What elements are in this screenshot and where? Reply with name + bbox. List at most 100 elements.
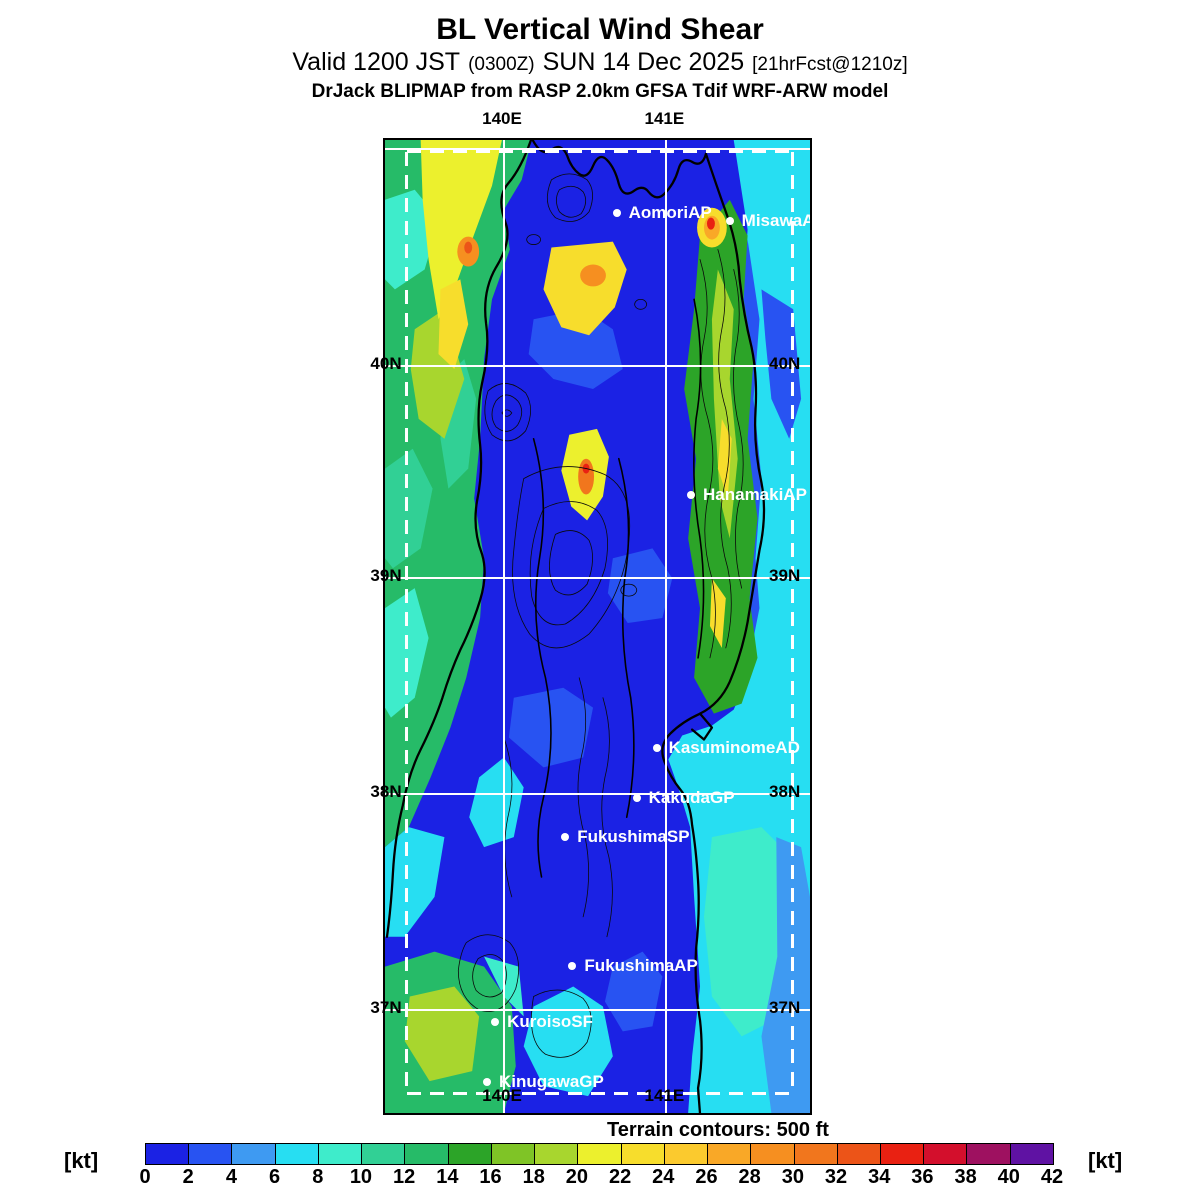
domain-boundary-edge: [406, 1091, 793, 1095]
colorbar-segment: [708, 1144, 752, 1164]
colorbar-tick-label: 18: [522, 1166, 545, 1188]
colorbar-tick-label: 22: [608, 1166, 632, 1188]
station-label: KakudaGP: [648, 788, 735, 808]
domain-boundary-edge: [790, 151, 794, 1094]
colorbar-tick-label: 4: [225, 1166, 237, 1188]
station-dot: [687, 490, 695, 499]
colorbar-tick-label: 20: [565, 1166, 589, 1188]
colorbar-segment: [232, 1144, 276, 1164]
colorbar-segment: [751, 1144, 795, 1164]
station-dot: [725, 216, 734, 225]
station-dot: [491, 1018, 500, 1027]
colorbar-segment: [405, 1144, 449, 1164]
colorbar-tick-label: 6: [269, 1166, 281, 1188]
colorbar: [145, 1143, 1054, 1165]
colorbar-tick-label: 42: [1040, 1166, 1064, 1188]
station-marker: FukushimaSP: [561, 827, 690, 847]
station-label: FukushimaSP: [577, 827, 690, 847]
latitude-label-right: 38N: [769, 782, 801, 802]
colorbar-tick-label: 14: [436, 1166, 459, 1188]
station-dot: [652, 744, 661, 753]
station-marker: KuroisoSF: [491, 1012, 593, 1032]
station-label: KuroisoSF: [507, 1012, 594, 1032]
longitude-gridline: [503, 140, 505, 1113]
latitude-label-right: 37N: [769, 998, 801, 1018]
terrain-contour-note: Terrain contours: 500 ft: [607, 1119, 829, 1141]
field-regions: [385, 140, 810, 1113]
valid-time-zulu: (0300Z): [468, 54, 535, 75]
colorbar-segment: [837, 1144, 881, 1164]
latitude-gridline: [385, 147, 810, 150]
colorbar-tick-label: 28: [738, 1166, 761, 1188]
latitude-label-right: 40N: [769, 354, 801, 374]
station-dot: [612, 208, 621, 217]
colorbar-tick-label: 2: [182, 1166, 194, 1188]
wind-shear-field: [385, 140, 810, 1113]
station-label: MisawaAD: [741, 210, 810, 230]
domain-boundary-edge: [406, 150, 793, 154]
unit-label-left: [kt]: [64, 1148, 99, 1173]
header: BL Vertical Wind Shear Valid 1200 JST (03…: [0, 13, 1200, 103]
map-frame: AomoriAP MisawaAD HanamakiAP KasuminomeAD Ka…: [383, 138, 812, 1115]
valid-time-line: Valid 1200 JST (0300Z) SUN 14 Dec 2025 [21h…: [0, 47, 1200, 80]
latitude-label-left: 38N: [370, 782, 402, 802]
station-marker: KasuminomeAD: [652, 738, 800, 758]
station-label: KasuminomeAD: [668, 738, 800, 758]
colorbar-segment: [448, 1144, 492, 1164]
latitude-gridline: [385, 793, 810, 796]
colorbar-tick-label: 16: [479, 1166, 502, 1188]
station-marker: AomoriAP: [612, 202, 712, 223]
colorbar-segment: [1010, 1144, 1053, 1164]
latitude-label-left: 40N: [370, 354, 402, 374]
model-line: DrJack BLIPMAP from RASP 2.0km GFSA Tdif…: [311, 81, 889, 102]
colorbar-segment: [275, 1144, 319, 1164]
latitude-label-right: 39N: [769, 566, 801, 586]
latitude-gridline: [385, 1009, 810, 1012]
longitude-label-top: 140E: [482, 109, 522, 128]
colorbar-segment: [491, 1144, 536, 1164]
colorbar-segment: [664, 1144, 709, 1164]
longitude-label-bottom: 140E: [482, 1086, 522, 1105]
station-dot: [632, 794, 641, 803]
colorbar-tick-label: 32: [824, 1166, 848, 1188]
station-marker: FukushimaAP: [568, 955, 698, 976]
latitude-gridline: [385, 365, 810, 368]
latitude-label-left: 39N: [370, 566, 402, 586]
colorbar-tick-label: 26: [695, 1166, 718, 1188]
colorbar-segment: [924, 1144, 968, 1164]
colorbar-segment: [318, 1144, 363, 1164]
station-dot: [561, 833, 570, 842]
colorbar-tick-label: 40: [997, 1166, 1020, 1188]
longitude-label-top: 141E: [644, 109, 685, 128]
station-marker: MisawaAD: [725, 210, 810, 231]
colorbar-tick-label: 10: [349, 1166, 373, 1188]
station-label: FukushimaAP: [584, 955, 698, 975]
station-label: AomoriAP: [628, 202, 712, 222]
longitude-gridline: [665, 140, 668, 1113]
colorbar-tick-label: 0: [139, 1166, 151, 1188]
colorbar-segment: [967, 1144, 1011, 1164]
colorbar-segment: [362, 1144, 406, 1164]
colorbar-segment: [578, 1144, 622, 1164]
terrain-contours: [457, 173, 744, 1058]
station-marker: KinugawaGP: [483, 1072, 604, 1092]
colorbar-tick-label: 8: [312, 1166, 324, 1188]
valid-time: Valid 1200 JST: [292, 48, 461, 76]
colorbar-tick-label: 30: [781, 1166, 804, 1188]
colorbar-segment: [146, 1144, 190, 1164]
coastline: [385, 140, 766, 1113]
station-label: HanamakiAP: [703, 484, 807, 504]
colorbar-segment: [880, 1144, 925, 1164]
page-title: BL Vertical Wind Shear: [436, 13, 764, 46]
colorbar-segment: [535, 1144, 579, 1164]
station-label: KinugawaGP: [499, 1072, 604, 1092]
colorbar-segment: [621, 1144, 665, 1164]
colorbar-tick-label: 12: [393, 1166, 416, 1188]
colorbar-segment: [794, 1144, 838, 1164]
colorbar-tick-label: 34: [868, 1166, 891, 1188]
longitude-label-bottom: 141E: [644, 1086, 685, 1105]
colorbar-tick-label: 24: [652, 1166, 675, 1188]
forecast-tag: [21hrFcst@1210z]: [752, 54, 908, 75]
station-marker: KakudaGP: [632, 788, 735, 808]
